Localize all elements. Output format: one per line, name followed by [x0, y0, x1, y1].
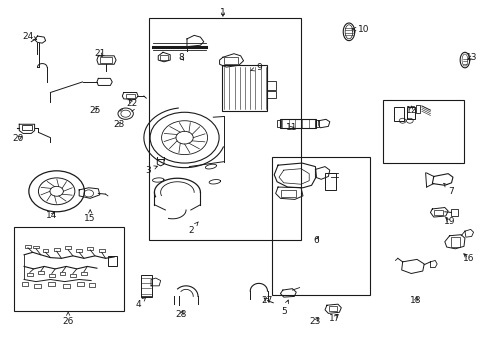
Text: 7: 7	[443, 183, 453, 196]
Bar	[25, 245, 31, 248]
Text: 11: 11	[285, 123, 297, 132]
Text: 1: 1	[220, 8, 225, 17]
Bar	[281, 190, 295, 197]
Bar	[450, 209, 457, 216]
Bar	[125, 94, 135, 98]
Text: 20: 20	[13, 134, 24, 143]
Bar	[76, 249, 82, 252]
Bar	[63, 284, 69, 288]
Text: 28: 28	[175, 310, 186, 319]
Bar	[15, 226, 123, 311]
Text: 17: 17	[328, 314, 340, 323]
Text: 5: 5	[280, 300, 288, 316]
Text: 2: 2	[187, 222, 198, 235]
Text: 4: 4	[135, 297, 145, 309]
Bar	[393, 107, 403, 121]
Bar	[27, 273, 33, 276]
Bar	[101, 57, 112, 63]
Text: 14: 14	[46, 211, 58, 220]
Bar	[21, 125, 32, 130]
Text: 22: 22	[126, 99, 137, 108]
Bar	[266, 91, 275, 98]
Text: 23: 23	[113, 120, 124, 129]
Text: 15: 15	[84, 210, 96, 222]
Bar	[70, 274, 76, 277]
Bar	[141, 275, 151, 297]
Bar	[99, 249, 104, 252]
Bar	[108, 256, 117, 266]
Bar	[383, 100, 463, 163]
Text: 13: 13	[466, 53, 477, 62]
Text: 9: 9	[250, 63, 261, 72]
Bar	[224, 57, 237, 64]
Bar	[266, 81, 275, 90]
Bar	[81, 272, 87, 275]
Text: 25: 25	[89, 105, 101, 114]
Text: 23: 23	[309, 317, 321, 326]
Text: 19: 19	[443, 217, 454, 226]
Bar	[449, 237, 459, 247]
Text: 8: 8	[178, 53, 184, 62]
Bar	[34, 284, 41, 288]
Bar	[415, 105, 420, 113]
Bar	[89, 283, 95, 287]
Bar	[48, 282, 55, 286]
Bar	[277, 120, 280, 127]
Text: 26: 26	[62, 312, 74, 326]
Bar	[42, 249, 48, 252]
Bar	[272, 157, 369, 294]
Bar	[87, 247, 93, 249]
Bar	[160, 55, 168, 60]
Bar	[280, 118, 316, 129]
Bar	[38, 271, 43, 274]
Bar	[407, 107, 414, 119]
Text: 24: 24	[22, 32, 37, 41]
Text: 3: 3	[144, 166, 157, 175]
Bar	[77, 282, 84, 286]
Text: 21: 21	[94, 49, 105, 58]
Bar	[21, 282, 28, 286]
Bar	[325, 173, 335, 190]
Text: 10: 10	[351, 24, 368, 33]
Bar	[433, 210, 443, 215]
Bar	[328, 306, 337, 311]
Text: 27: 27	[261, 296, 273, 305]
Bar	[60, 272, 65, 275]
Bar	[54, 248, 60, 251]
Bar	[221, 66, 267, 111]
Text: 18: 18	[409, 296, 421, 305]
Text: 6: 6	[313, 236, 319, 245]
Bar	[315, 120, 319, 127]
Text: 16: 16	[462, 254, 473, 263]
Bar	[33, 246, 39, 248]
Bar	[49, 274, 55, 277]
Bar	[65, 246, 71, 249]
Bar	[148, 18, 301, 240]
Text: 12: 12	[405, 105, 416, 114]
